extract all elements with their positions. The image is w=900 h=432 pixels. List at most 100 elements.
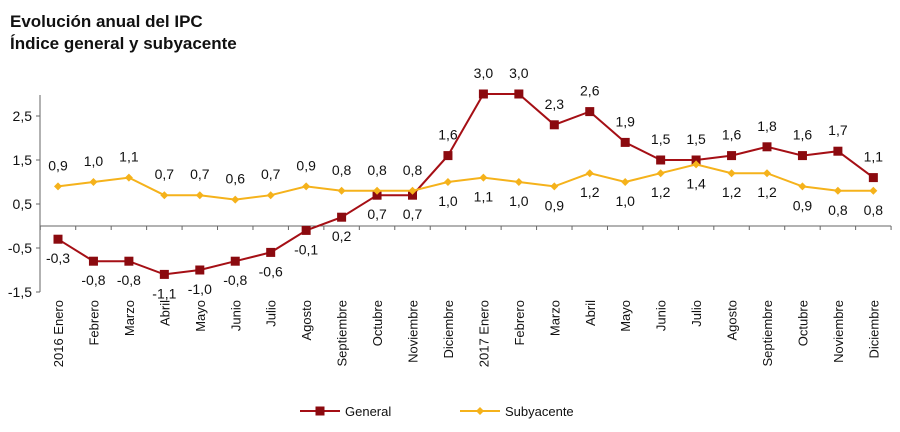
data-label: 1,8: [757, 118, 777, 134]
data-point-subyacente: [798, 182, 807, 191]
x-tick-label: Diciembre: [441, 300, 456, 359]
data-point-subyacente: [656, 169, 665, 178]
data-point-subyacente: [160, 191, 169, 200]
x-tick-label: Julio: [689, 300, 704, 327]
data-point-subyacente: [89, 178, 98, 186]
data-label: 1,1: [474, 189, 494, 205]
data-point-general: [620, 137, 630, 147]
data-point-subyacente: [124, 173, 133, 182]
data-label: 1,4: [686, 175, 706, 191]
data-label: 2,3: [545, 96, 565, 112]
x-tick-label: Julio: [264, 300, 279, 327]
data-point-general: [868, 173, 878, 183]
data-label: 1,6: [722, 127, 742, 143]
data-point-general: [337, 212, 347, 222]
data-label: 1,0: [438, 193, 458, 209]
data-point-general: [585, 107, 595, 117]
data-label: 1,5: [651, 131, 671, 147]
x-tick-label: Agosto: [725, 300, 740, 340]
data-point-general: [301, 225, 311, 235]
data-point-general: [478, 89, 488, 99]
x-tick-label: Mayo: [618, 300, 633, 332]
data-point-subyacente: [408, 186, 417, 195]
data-label: 0,7: [190, 166, 210, 182]
series-line-subyacente: [57, 163, 874, 201]
data-point-general: [833, 146, 843, 156]
legend-general-marker: [315, 406, 325, 416]
data-point-subyacente: [763, 169, 771, 178]
data-point-general: [797, 151, 807, 161]
data-point-general: [230, 256, 240, 266]
data-label: 0,7: [367, 206, 387, 222]
y-tick-label: 1,5: [13, 152, 33, 168]
data-point-subyacente: [585, 169, 594, 178]
data-point-general: [762, 142, 772, 152]
data-label: 0,8: [332, 162, 352, 178]
data-point-general: [372, 190, 382, 200]
x-tick-label: Octubre: [795, 300, 810, 346]
data-point-general: [159, 269, 169, 279]
data-label: 1,9: [615, 113, 635, 129]
data-point-general: [195, 265, 205, 275]
data-label: -1,1: [152, 285, 176, 301]
data-point-general: [514, 89, 524, 99]
data-label: 0,7: [155, 166, 175, 182]
data-point-general: [691, 155, 701, 165]
data-point-subyacente: [833, 186, 842, 195]
data-label: 1,2: [722, 184, 742, 200]
data-label: 1,2: [651, 184, 671, 200]
data-label: 0,9: [793, 197, 813, 213]
x-tick-label: Noviembre: [831, 300, 846, 363]
data-label: -0,6: [259, 263, 283, 279]
data-label: 0,7: [403, 206, 423, 222]
y-tick-label: -1,5: [8, 284, 32, 300]
x-tick-label: Mayo: [193, 300, 208, 332]
data-point-general: [408, 190, 417, 200]
x-tick-label: Noviembre: [406, 300, 421, 363]
data-label: 1,7: [828, 122, 848, 138]
data-point-subyacente: [54, 182, 62, 191]
x-tick-label: Septiembre: [760, 300, 775, 366]
data-label: 0,9: [48, 157, 68, 173]
data-label: 0,8: [864, 202, 884, 218]
data-label: 1,6: [438, 127, 458, 143]
data-label: 0,9: [296, 157, 316, 173]
data-label: -0,1: [294, 241, 318, 257]
legend-general-label: General: [345, 404, 391, 419]
x-tick-label: Diciembre: [866, 300, 881, 359]
data-label: -0,3: [46, 250, 70, 266]
x-tick-label: Septiembre: [335, 300, 350, 366]
data-point-subyacente: [727, 169, 736, 178]
y-tick-label: 2,5: [13, 108, 33, 124]
data-point-subyacente: [869, 186, 878, 195]
data-label: 1,2: [580, 184, 600, 200]
x-tick-label: Febrero: [512, 300, 527, 346]
legend-subyacente-label: Subyacente: [505, 404, 574, 419]
data-label: 2,6: [580, 83, 600, 99]
data-label: 1,5: [686, 131, 706, 147]
data-label: 0,2: [332, 228, 352, 244]
data-point-general: [266, 247, 276, 257]
chart-title: Evolución anual del IPC: [10, 12, 203, 31]
data-point-subyacente: [302, 182, 311, 191]
x-tick-label: Marzo: [547, 300, 562, 336]
data-point-subyacente: [514, 178, 523, 186]
data-point-subyacente: [479, 173, 488, 182]
data-label: 0,8: [403, 162, 423, 178]
y-tick-label: 0,5: [13, 196, 33, 212]
x-tick-label: Junio: [228, 300, 243, 331]
data-label: -0,8: [223, 272, 247, 288]
data-label: -0,8: [81, 272, 105, 288]
data-label: 1,1: [864, 149, 884, 165]
data-label: -1,0: [188, 281, 212, 297]
data-label: 0,6: [226, 171, 246, 187]
x-tick-label: Abril: [157, 300, 172, 326]
data-point-subyacente: [550, 182, 559, 191]
x-tick-label: Marzo: [122, 300, 137, 336]
data-label: 1,0: [615, 193, 635, 209]
data-point-general: [53, 234, 63, 244]
data-label: -0,8: [117, 272, 141, 288]
legend-subyacente-marker: [476, 407, 484, 415]
data-point-subyacente: [266, 191, 275, 200]
